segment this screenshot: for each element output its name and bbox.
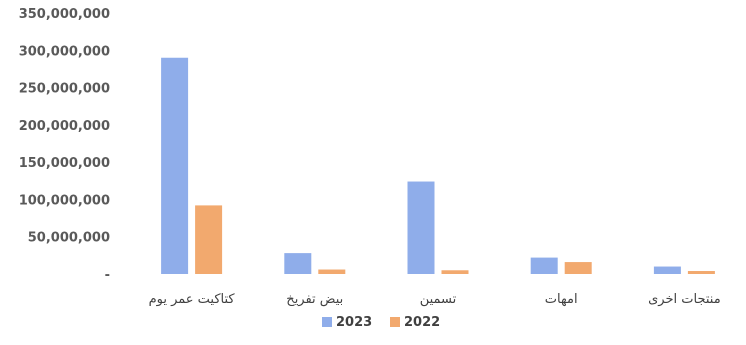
bar-2022-3 xyxy=(564,262,592,274)
bar-2023-1 xyxy=(284,253,312,274)
bar-2023-0 xyxy=(161,57,189,274)
x-category-label: منتجات اخرى xyxy=(648,292,721,307)
bar-2023-2 xyxy=(407,181,435,274)
legend-label: 2023 xyxy=(336,315,372,330)
y-tick-label: 300,000,000 xyxy=(19,44,110,59)
y-tick-label: 150,000,000 xyxy=(19,156,110,171)
bar-2023-3 xyxy=(530,257,558,274)
x-category-label: كتاكيت عمر يوم xyxy=(149,292,236,307)
bars-group xyxy=(161,57,715,274)
x-axis: كتاكيت عمر يوم بيض تفريخ تسمين امهات منتجات … xyxy=(149,292,721,307)
bar-2022-4 xyxy=(687,271,715,274)
x-category-label: امهات xyxy=(545,292,578,307)
y-tick-label: 350,000,000 xyxy=(19,7,110,22)
x-category-label: بيض تفريخ xyxy=(286,292,343,307)
y-tick-label: 100,000,000 xyxy=(19,193,110,208)
legend-swatch-2023 xyxy=(322,317,332,327)
legend-label: 2022 xyxy=(404,315,440,330)
x-category-label: تسمين xyxy=(420,292,457,307)
bar-2022-1 xyxy=(318,269,346,274)
y-tick-label: - xyxy=(105,268,110,283)
legend-swatch-2022 xyxy=(390,317,400,327)
y-tick-label: 200,000,000 xyxy=(19,119,110,134)
y-tick-label: 50,000,000 xyxy=(28,231,110,246)
legend: 2023 2022 xyxy=(322,315,440,330)
bar-2023-4 xyxy=(653,266,681,274)
bar-2022-0 xyxy=(195,205,223,274)
bar-2022-2 xyxy=(441,270,469,274)
y-axis: - 50,000,000 100,000,000 150,000,000 200,000… xyxy=(19,7,110,283)
y-tick-label: 250,000,000 xyxy=(19,82,110,97)
